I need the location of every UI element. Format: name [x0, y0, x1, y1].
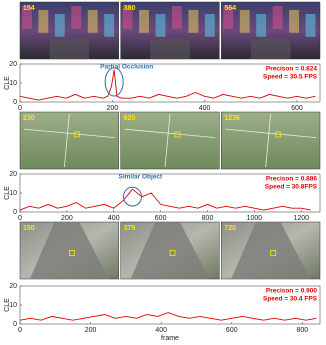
frame-number: 564 — [224, 5, 236, 12]
scene-detail — [64, 113, 70, 168]
scene-detail — [122, 6, 133, 29]
y-tick-label: 0 — [13, 209, 17, 216]
cle-line — [19, 69, 316, 101]
x-tick-label: 800 — [297, 327, 309, 334]
scene-detail — [155, 14, 166, 37]
scene-detail — [164, 113, 171, 168]
y-axis-label: CLE — [4, 76, 11, 90]
scene-detail — [49, 39, 90, 59]
scene-detail — [250, 39, 291, 59]
scene-detail — [22, 6, 32, 29]
scene-detail — [225, 128, 317, 139]
scene-detail — [169, 250, 176, 256]
scene-detail — [174, 131, 181, 138]
frame-number: 1236 — [224, 115, 240, 122]
x-tick-label: 400 — [155, 327, 167, 334]
annotation-ellipse — [104, 67, 124, 97]
scene-detail — [289, 10, 299, 33]
frame-number: 150 — [23, 225, 35, 232]
x-tick-label: 0 — [18, 327, 22, 334]
scene-detail — [139, 10, 149, 33]
metric-text: Precison = 0.900 — [266, 288, 318, 295]
scene-detail — [172, 6, 182, 29]
x-tick-label: 600 — [155, 215, 167, 222]
frame-number: 620 — [124, 115, 136, 122]
video-frame — [19, 111, 119, 170]
metric-text: Speed = 30.4 FPS — [263, 296, 318, 303]
scene-detail — [239, 10, 250, 33]
y-tick-label: 10 — [9, 80, 17, 87]
cle-line — [19, 188, 311, 211]
scene-detail — [68, 250, 75, 256]
scene-detail — [270, 250, 277, 256]
scene-detail — [73, 131, 80, 138]
y-tick-label: 20 — [9, 61, 17, 68]
y-tick-label: 20 — [9, 171, 17, 178]
scene-detail — [150, 39, 190, 59]
x-tick-label: 0 — [18, 105, 22, 112]
x-tick-label: 1200 — [293, 215, 309, 222]
x-tick-label: 0 — [18, 215, 22, 222]
scene-detail — [87, 10, 98, 33]
scene-detail — [188, 10, 199, 33]
scene-detail — [124, 128, 216, 139]
scene-detail — [265, 113, 272, 168]
metric-text: Precison = 0.886 — [266, 176, 318, 183]
y-tick-label: 0 — [13, 321, 17, 328]
x-tick-label: 800 — [202, 215, 214, 222]
y-axis-label: CLE — [4, 186, 11, 200]
scene-detail — [272, 6, 283, 29]
x-tick-label: 200 — [106, 105, 118, 112]
scene-detail — [256, 14, 267, 37]
x-tick-label: 200 — [61, 215, 73, 222]
metric-text: Precison = 0.824 — [266, 66, 318, 73]
x-tick-label: 400 — [199, 105, 211, 112]
x-tick-label: 600 — [226, 327, 238, 334]
annotation-text: Similar Object — [119, 174, 164, 181]
metric-text: Speed = 30.5 FPS — [263, 74, 318, 81]
y-axis-label: CLE — [4, 298, 11, 312]
scene-detail — [71, 6, 82, 29]
video-frame — [221, 111, 321, 170]
frame-number: 230 — [23, 115, 35, 122]
scene-detail — [305, 14, 316, 37]
x-tick-label: 400 — [108, 215, 120, 222]
x-axis-label: frame — [161, 335, 179, 342]
y-tick-label: 20 — [9, 283, 17, 290]
frame-number: 380 — [124, 5, 136, 12]
frame-number: 375 — [124, 225, 136, 232]
scene-detail — [275, 131, 282, 138]
scene-detail — [23, 128, 115, 139]
scene-detail — [38, 10, 49, 33]
metric-text: Speed = 30.8FPS — [265, 184, 318, 191]
x-tick-label: 1000 — [247, 215, 263, 222]
scene-detail — [104, 14, 115, 37]
frame-number: 720 — [224, 225, 236, 232]
x-tick-label: 600 — [291, 105, 303, 112]
annotation-ellipse — [123, 186, 142, 207]
y-tick-label: 10 — [9, 190, 17, 197]
annotation-text: Partial Occlusion — [100, 64, 153, 71]
scene-detail — [204, 14, 215, 37]
video-frame — [120, 111, 220, 170]
x-tick-label: 200 — [85, 327, 97, 334]
scene-detail — [54, 14, 65, 37]
scene-detail — [223, 6, 234, 29]
cle-line — [19, 312, 317, 321]
y-tick-label: 0 — [13, 99, 17, 106]
y-tick-label: 10 — [9, 302, 17, 309]
frame-number: 154 — [23, 5, 35, 12]
